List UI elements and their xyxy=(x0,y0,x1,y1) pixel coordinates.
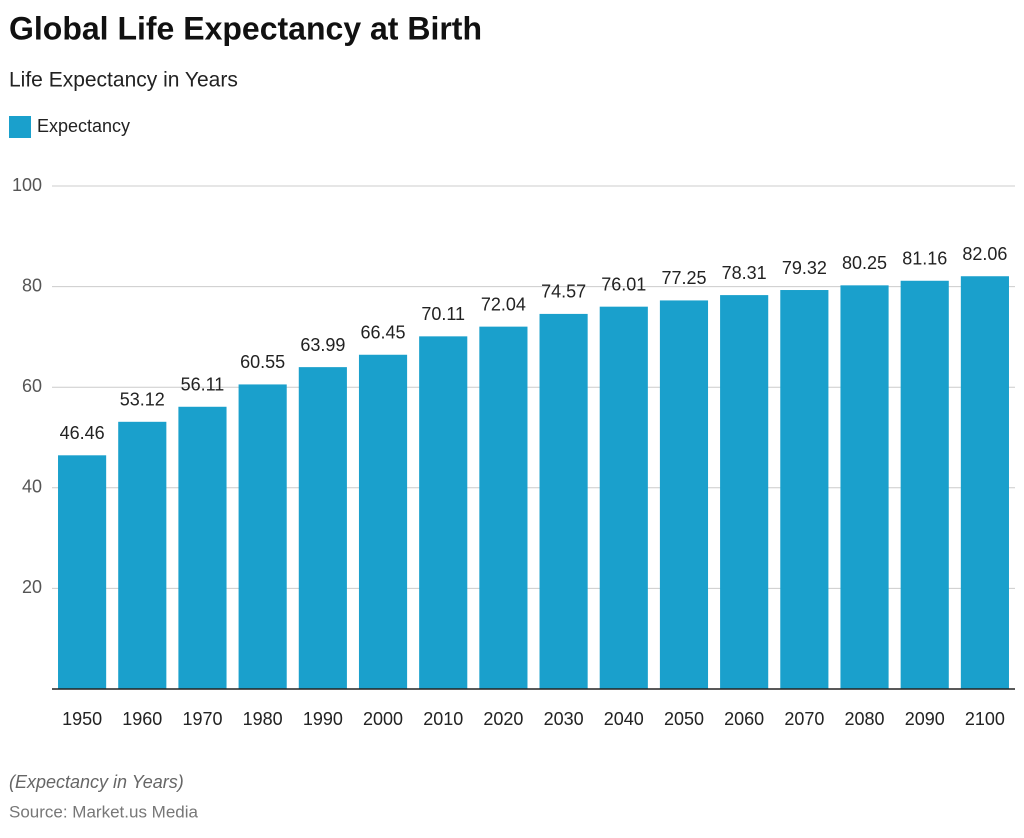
value-label: 81.16 xyxy=(902,249,947,269)
x-tick-label: 2050 xyxy=(664,709,704,729)
x-tick-label: 2060 xyxy=(724,709,764,729)
value-label: 53.12 xyxy=(120,390,165,410)
bar xyxy=(720,295,769,689)
value-label: 76.01 xyxy=(601,274,646,294)
x-tick-label: 2010 xyxy=(423,709,463,729)
value-label: 79.32 xyxy=(782,258,827,278)
value-label: 80.25 xyxy=(842,253,887,273)
bar xyxy=(840,285,889,689)
value-label: 74.57 xyxy=(541,282,586,302)
value-label: 82.06 xyxy=(962,244,1007,264)
chart-subtitle: Life Expectancy in Years xyxy=(9,69,238,92)
source: Source: Market.us Media xyxy=(9,802,199,821)
bar xyxy=(118,421,167,689)
y-tick-label: 20 xyxy=(22,577,42,597)
bar xyxy=(58,455,107,689)
value-label: 46.46 xyxy=(60,423,105,443)
x-tick-label: 2030 xyxy=(544,709,584,729)
x-tick-label: 1950 xyxy=(62,709,102,729)
note: (Expectancy in Years) xyxy=(9,772,184,792)
legend-label: Expectancy xyxy=(37,116,130,136)
x-tick-label: 2040 xyxy=(604,709,644,729)
value-label: 63.99 xyxy=(300,335,345,355)
value-label: 56.11 xyxy=(181,375,225,395)
bar xyxy=(960,276,1009,689)
x-tick-label: 2070 xyxy=(784,709,824,729)
bar xyxy=(659,300,709,689)
value-label: 70.11 xyxy=(421,304,465,324)
bar xyxy=(479,326,528,689)
y-tick-label: 80 xyxy=(22,275,42,295)
chart-title: Global Life Expectancy at Birth xyxy=(9,10,482,46)
value-label: 72.04 xyxy=(481,294,526,314)
x-tick-label: 1970 xyxy=(182,709,222,729)
legend-swatch xyxy=(9,116,31,138)
y-tick-label: 60 xyxy=(22,376,42,396)
x-tick-label: 2100 xyxy=(965,709,1005,729)
x-tick-label: 1990 xyxy=(303,709,343,729)
y-tick-label: 40 xyxy=(22,477,42,497)
bar xyxy=(298,367,347,689)
bar xyxy=(900,280,949,689)
y-tick-label: 100 xyxy=(12,175,42,195)
bar xyxy=(419,336,468,689)
value-label: 60.55 xyxy=(240,352,285,372)
bar xyxy=(599,306,648,689)
value-label: 77.25 xyxy=(661,268,706,288)
value-label: 66.45 xyxy=(361,323,406,343)
bar xyxy=(178,406,227,689)
x-tick-label: 2090 xyxy=(905,709,945,729)
x-tick-label: 2080 xyxy=(845,709,885,729)
bar xyxy=(539,313,588,689)
value-label: 78.31 xyxy=(722,263,767,283)
bar xyxy=(358,354,408,689)
x-tick-label: 2000 xyxy=(363,709,403,729)
x-tick-label: 2020 xyxy=(483,709,523,729)
x-tick-label: 1960 xyxy=(122,709,162,729)
bar xyxy=(780,290,829,689)
bar xyxy=(238,384,287,689)
x-tick-label: 1980 xyxy=(243,709,283,729)
